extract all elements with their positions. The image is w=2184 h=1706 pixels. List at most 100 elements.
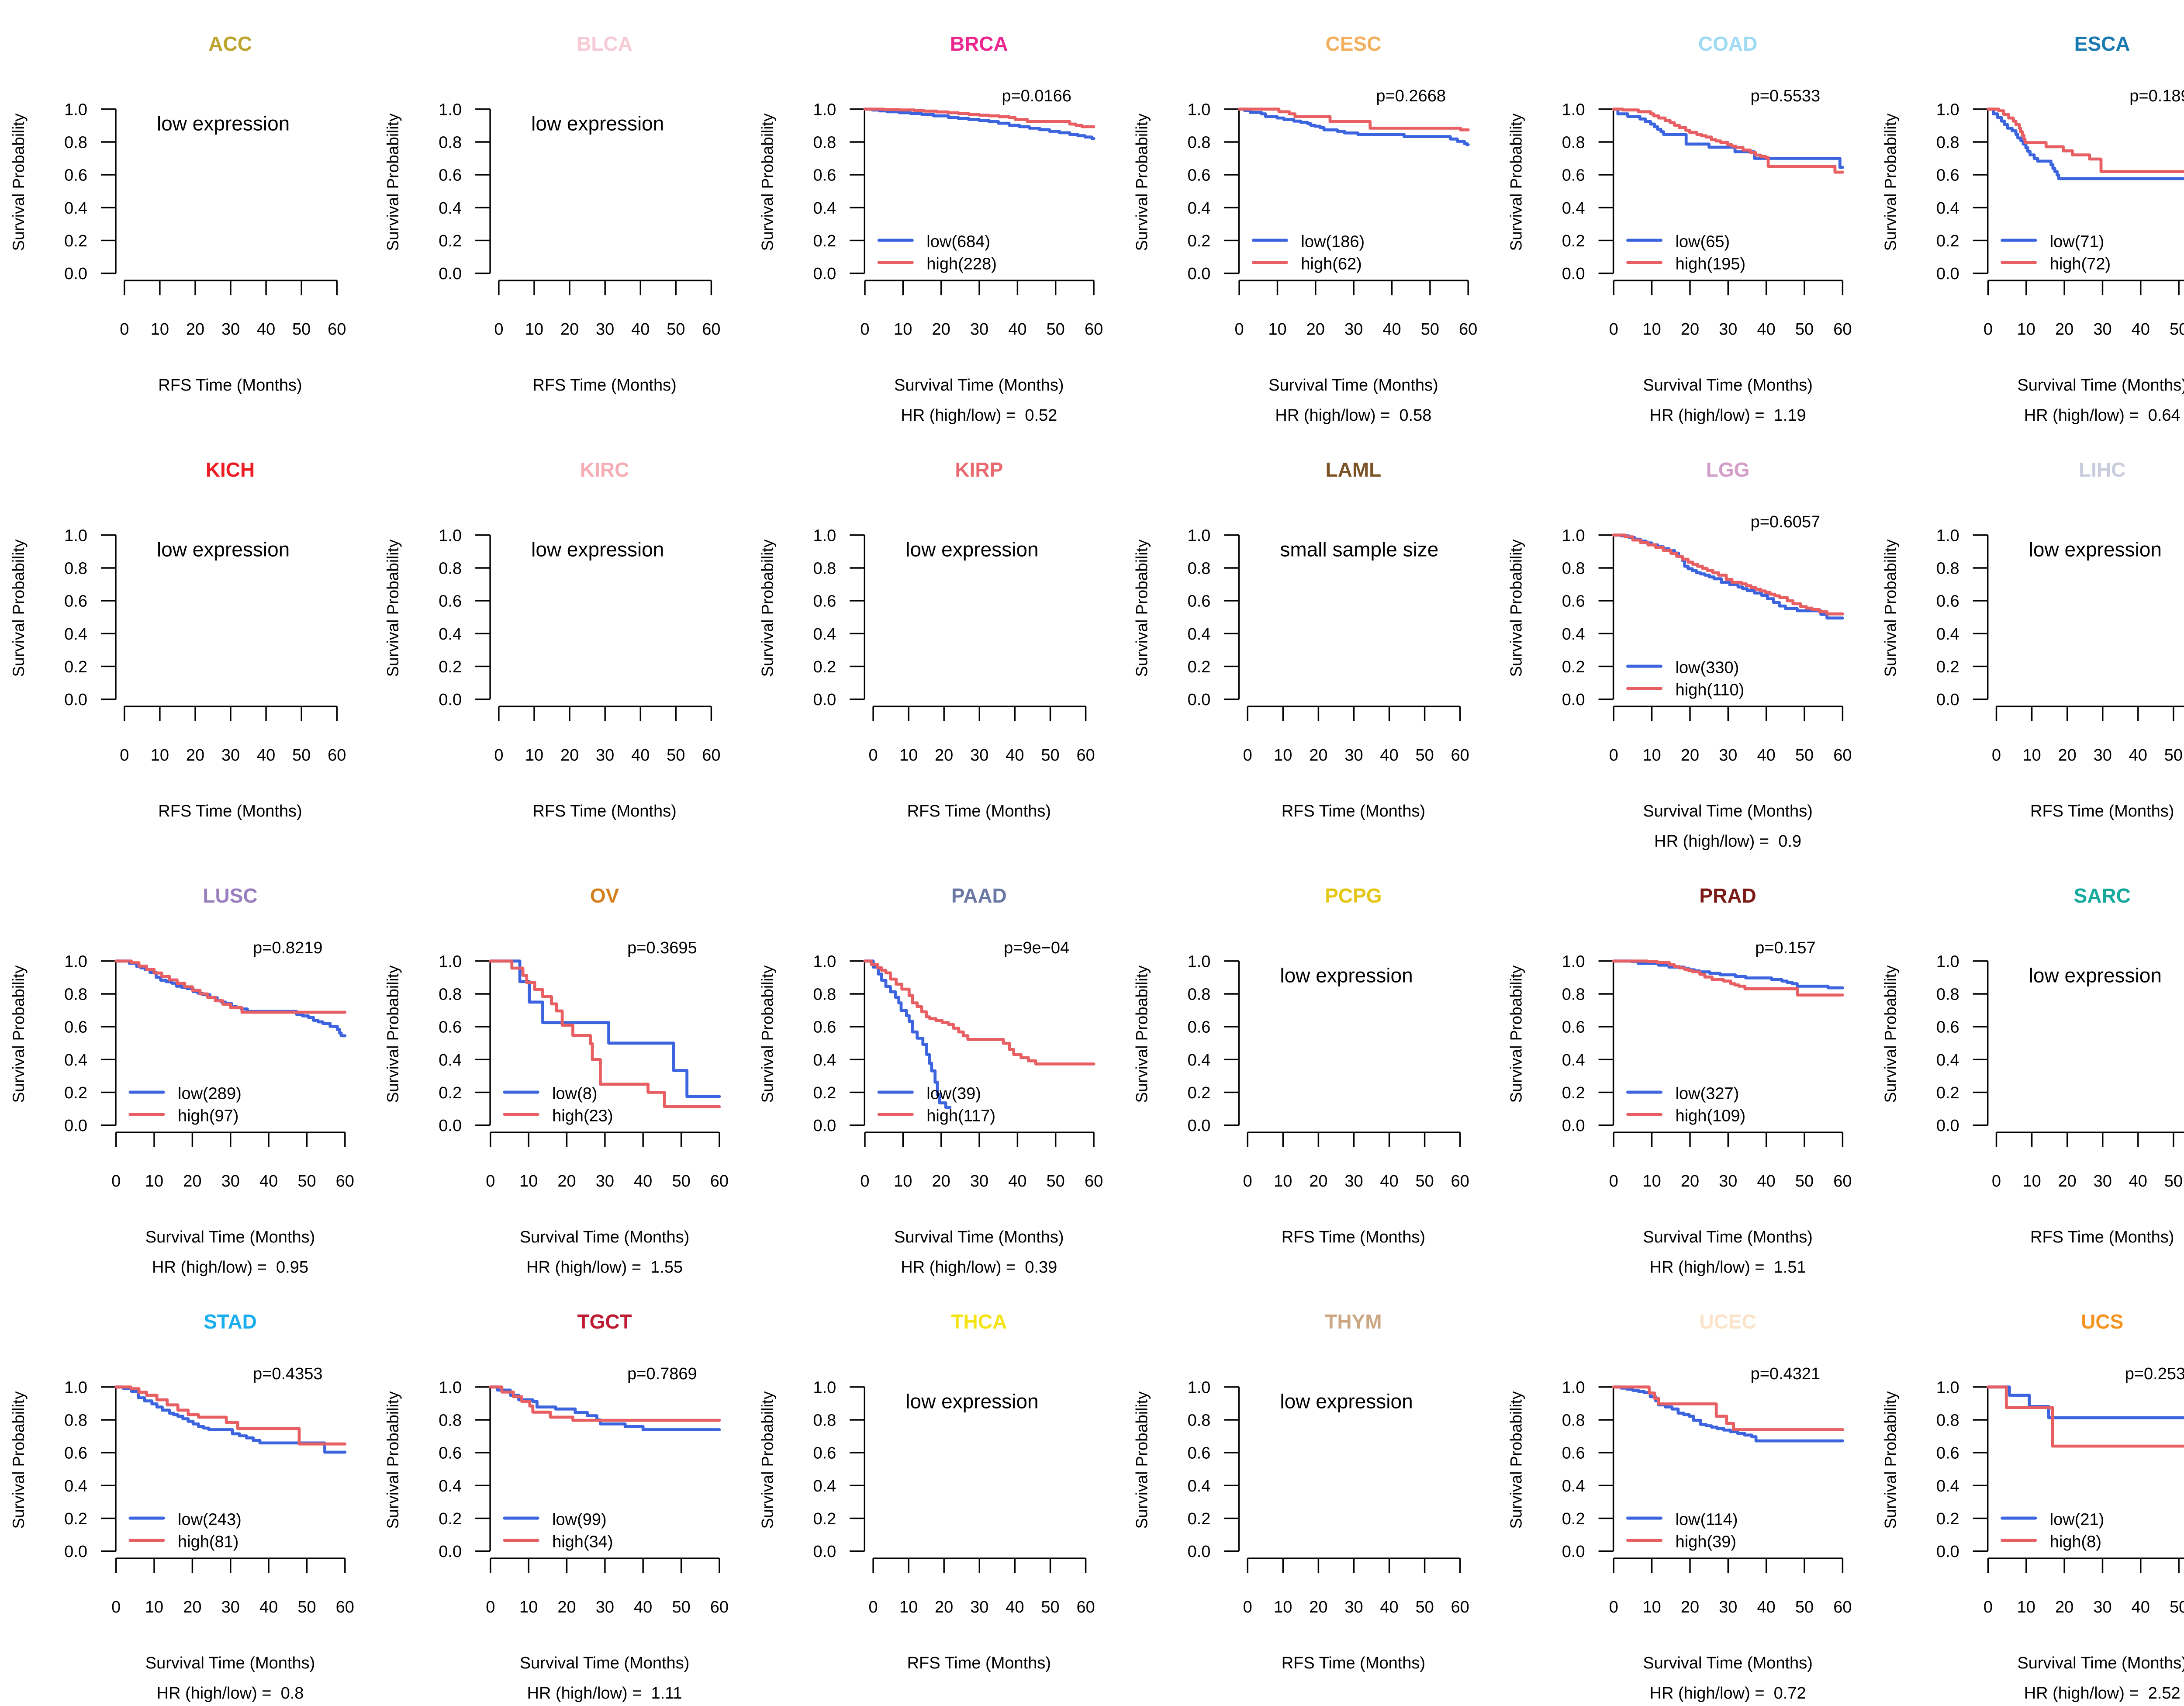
- svg-text:low(39): low(39): [926, 1085, 981, 1103]
- svg-text:20: 20: [1681, 320, 1699, 339]
- svg-text:0.2: 0.2: [439, 1084, 462, 1102]
- svg-text:Survival Probability: Survival Probability: [1507, 113, 1525, 251]
- svg-text:20: 20: [935, 746, 953, 765]
- svg-text:0.2: 0.2: [1562, 658, 1585, 676]
- svg-text:Survival Probability: Survival Probability: [10, 113, 28, 251]
- svg-text:0.0: 0.0: [1936, 691, 1959, 709]
- svg-text:0.2: 0.2: [1936, 1084, 1959, 1102]
- svg-text:0: 0: [120, 746, 129, 765]
- svg-text:40: 40: [259, 1172, 278, 1190]
- svg-text:0.0: 0.0: [813, 265, 836, 283]
- svg-text:0.8: 0.8: [813, 986, 836, 1004]
- svg-text:1.0: 1.0: [813, 952, 836, 971]
- svg-text:40: 40: [1380, 1598, 1398, 1616]
- svg-text:0.0: 0.0: [439, 1543, 462, 1561]
- svg-text:40: 40: [634, 1172, 652, 1190]
- svg-text:30: 30: [2093, 1598, 2111, 1616]
- svg-text:0: 0: [869, 1598, 878, 1616]
- svg-text:p=0.4321: p=0.4321: [1751, 1365, 1821, 1383]
- svg-text:0.2: 0.2: [813, 1510, 836, 1528]
- svg-text:50: 50: [1415, 1598, 1434, 1616]
- svg-text:Survival Time (Months): Survival Time (Months): [2017, 376, 2184, 394]
- svg-text:60: 60: [1451, 1172, 1469, 1190]
- svg-text:HR (high/low) = 1.51: HR (high/low) = 1.51: [1650, 1258, 1806, 1277]
- svg-text:0.6: 0.6: [813, 1018, 836, 1037]
- svg-text:30: 30: [1719, 1598, 1737, 1616]
- svg-text:50: 50: [667, 746, 685, 765]
- svg-text:0.8: 0.8: [1936, 1412, 1959, 1430]
- svg-text:30: 30: [970, 320, 988, 339]
- svg-text:HR (high/low) = 0.64: HR (high/low) = 0.64: [2024, 406, 2181, 425]
- svg-text:0.2: 0.2: [1562, 1510, 1585, 1528]
- svg-text:0: 0: [1609, 320, 1618, 339]
- svg-text:30: 30: [596, 320, 614, 339]
- svg-text:Survival Probability: Survival Probability: [10, 539, 28, 677]
- svg-text:Survival Probability: Survival Probability: [384, 965, 402, 1103]
- svg-text:0.0: 0.0: [1188, 691, 1211, 709]
- svg-text:0.0: 0.0: [1188, 1117, 1211, 1135]
- svg-text:0.4: 0.4: [439, 625, 462, 644]
- svg-text:0.2: 0.2: [1936, 658, 1959, 676]
- svg-text:0.4: 0.4: [64, 1477, 87, 1495]
- svg-text:0.2: 0.2: [1936, 232, 1959, 250]
- svg-text:Survival Probability: Survival Probability: [1133, 539, 1151, 677]
- svg-text:ESCA: ESCA: [2074, 32, 2130, 55]
- svg-text:1.0: 1.0: [1936, 526, 1959, 545]
- svg-text:p=0.8219: p=0.8219: [253, 939, 323, 957]
- svg-text:0.8: 0.8: [813, 134, 836, 152]
- svg-text:0.8: 0.8: [64, 986, 87, 1004]
- svg-text:Survival Probability: Survival Probability: [1882, 113, 1900, 251]
- svg-text:0.6: 0.6: [1562, 592, 1585, 611]
- svg-text:20: 20: [557, 1172, 576, 1190]
- svg-text:0.0: 0.0: [64, 265, 87, 283]
- svg-text:0.0: 0.0: [64, 1543, 87, 1561]
- svg-text:1.0: 1.0: [1562, 526, 1585, 545]
- svg-text:1.0: 1.0: [64, 1378, 87, 1397]
- svg-text:low(8): low(8): [552, 1085, 597, 1103]
- svg-text:10: 10: [2017, 1598, 2035, 1616]
- svg-text:0.4: 0.4: [1562, 625, 1585, 644]
- svg-text:0: 0: [1609, 1172, 1618, 1190]
- svg-text:0: 0: [1984, 1598, 1993, 1616]
- svg-text:10: 10: [1274, 1598, 1292, 1616]
- svg-text:OV: OV: [590, 884, 619, 907]
- svg-text:40: 40: [1757, 1598, 1776, 1616]
- svg-text:40: 40: [1008, 320, 1026, 339]
- svg-text:30: 30: [221, 746, 240, 765]
- svg-text:1.0: 1.0: [1936, 1378, 1959, 1397]
- svg-text:0.2: 0.2: [1188, 1084, 1211, 1102]
- svg-text:high(81): high(81): [178, 1533, 238, 1551]
- svg-text:10: 10: [2017, 320, 2035, 339]
- svg-text:1.0: 1.0: [1562, 100, 1585, 119]
- svg-text:0.8: 0.8: [1188, 1412, 1211, 1430]
- svg-text:RFS Time (Months): RFS Time (Months): [1282, 1228, 1425, 1246]
- svg-text:HR (high/low) = 0.9: HR (high/low) = 0.9: [1654, 832, 1801, 851]
- svg-text:Survival Time (Months): Survival Time (Months): [1643, 376, 1813, 394]
- svg-text:Survival Probability: Survival Probability: [1133, 965, 1151, 1103]
- svg-text:KIRC: KIRC: [580, 458, 629, 481]
- svg-text:low expression: low expression: [905, 538, 1038, 561]
- svg-text:0.8: 0.8: [1188, 986, 1211, 1004]
- svg-text:1.0: 1.0: [1188, 952, 1211, 971]
- svg-text:0.4: 0.4: [1936, 625, 1959, 644]
- svg-text:30: 30: [970, 746, 988, 765]
- svg-text:20: 20: [1681, 746, 1699, 765]
- svg-text:1.0: 1.0: [1562, 1378, 1585, 1397]
- svg-text:Survival Time (Months): Survival Time (Months): [520, 1228, 690, 1246]
- svg-text:0.4: 0.4: [1188, 1051, 1211, 1069]
- svg-text:10: 10: [145, 1598, 163, 1616]
- svg-text:1.0: 1.0: [1562, 952, 1585, 971]
- svg-text:30: 30: [1719, 1172, 1737, 1190]
- svg-text:0.8: 0.8: [439, 560, 462, 578]
- svg-text:HR (high/low) = 1.55: HR (high/low) = 1.55: [526, 1258, 683, 1277]
- svg-text:0.2: 0.2: [1562, 232, 1585, 250]
- svg-text:CESC: CESC: [1325, 32, 1381, 55]
- svg-text:Survival Probability: Survival Probability: [10, 965, 28, 1103]
- svg-text:0.4: 0.4: [1936, 1477, 1959, 1495]
- svg-text:20: 20: [2058, 746, 2077, 765]
- svg-text:0.8: 0.8: [1188, 560, 1211, 578]
- svg-text:0.8: 0.8: [1562, 560, 1585, 578]
- svg-text:30: 30: [221, 320, 240, 339]
- svg-text:0.2: 0.2: [813, 1084, 836, 1102]
- svg-text:0.6: 0.6: [1936, 1444, 1959, 1463]
